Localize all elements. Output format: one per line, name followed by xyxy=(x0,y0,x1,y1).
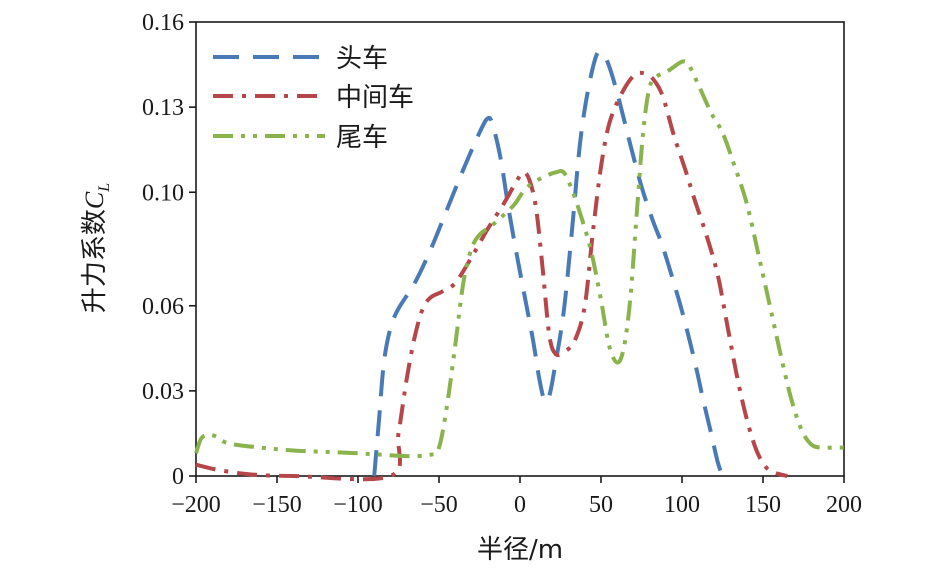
x-tick-label: 200 xyxy=(826,492,862,518)
plot-frame xyxy=(195,21,845,477)
y-axis-title-symbol: C xyxy=(80,191,109,209)
legend-label-tail-car: 尾车 xyxy=(336,123,388,153)
x-tick-label: −150 xyxy=(252,492,302,518)
plot-area: −200 −150 −100 −50 0 50 100 150 200 0 0.03 0.06 0.1… xyxy=(142,10,862,518)
y-axis-title: 升力系数CL xyxy=(80,183,113,313)
x-tick-label: −200 xyxy=(171,492,221,518)
x-tick-label: 100 xyxy=(664,492,700,518)
series-layer xyxy=(194,50,844,482)
x-axis-ticks: −200 −150 −100 −50 0 50 100 150 200 xyxy=(171,476,862,518)
y-axis-title-text: 升力系数 xyxy=(80,209,110,313)
legend-label-middle-car: 中间车 xyxy=(336,83,414,113)
y-tick-label: 0 xyxy=(172,464,184,490)
x-tick-label: −100 xyxy=(333,492,383,518)
y-tick-label: 0.13 xyxy=(142,95,184,121)
x-tick-label: −50 xyxy=(420,492,458,518)
y-axis-ticks: 0 0.03 0.06 0.10 0.13 0.16 xyxy=(142,10,196,490)
series-line-head-car xyxy=(372,50,725,477)
series-line-tail-car xyxy=(194,59,844,459)
y-tick-label: 0.06 xyxy=(142,294,184,320)
y-tick-label: 0.16 xyxy=(142,10,184,36)
x-tick-label: 50 xyxy=(589,492,613,518)
legend-label-head-car: 头车 xyxy=(336,44,388,74)
x-tick-label: 150 xyxy=(745,492,781,518)
x-tick-label: 0 xyxy=(514,492,526,518)
x-axis-title: 半径/m xyxy=(477,535,563,565)
y-tick-label: 0.10 xyxy=(142,180,184,206)
series-line-middle-car xyxy=(195,70,788,482)
y-axis-title-subscript: L xyxy=(96,183,113,193)
y-tick-label: 0.03 xyxy=(142,379,184,405)
legend: 头车 中间车 尾车 xyxy=(213,44,414,153)
